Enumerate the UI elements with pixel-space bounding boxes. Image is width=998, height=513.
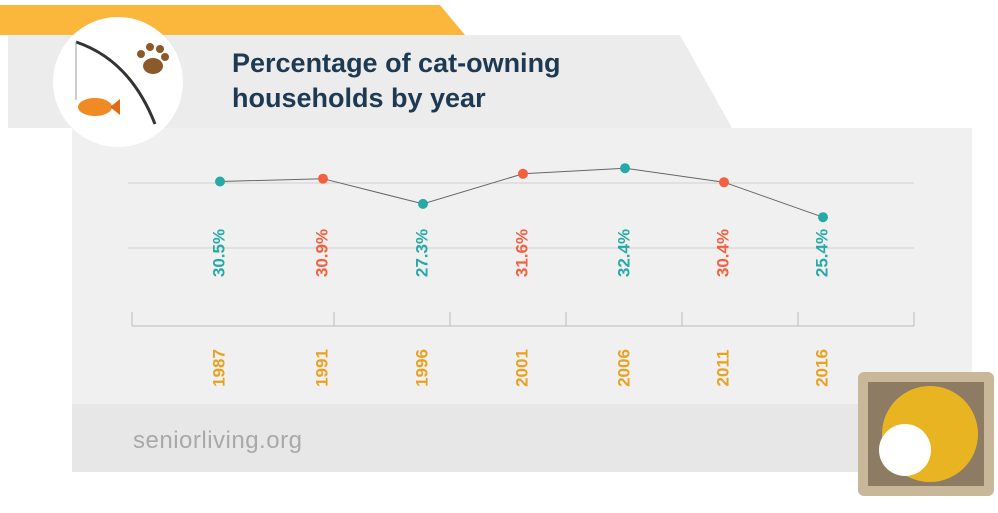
point (418, 198, 428, 209)
point (719, 177, 729, 188)
x-tick-label: 1991 (312, 349, 331, 387)
fish (78, 98, 112, 116)
data-label: 27.3% (412, 229, 431, 277)
x-tick-label: 2011 (713, 350, 732, 387)
paw (137, 43, 169, 74)
point (318, 173, 328, 184)
data-label: 30.4% (713, 229, 732, 277)
data-label: 25.4% (812, 229, 831, 277)
x-tick-label: 2006 (614, 349, 633, 387)
data-label: 30.5% (209, 229, 228, 277)
icon-circle (53, 17, 183, 147)
fish-tail (110, 99, 120, 115)
x-tick-label: 2016 (812, 349, 831, 387)
point (620, 163, 630, 174)
point (215, 176, 225, 187)
x-tick-label: 1987 (209, 349, 228, 387)
logo: seniorliving.org (133, 427, 303, 454)
data-label: 30.9% (312, 229, 331, 277)
footer-panel (72, 404, 972, 472)
fishing-rod (75, 40, 157, 125)
data-label: 31.6% (512, 229, 531, 277)
point (518, 168, 528, 179)
data-label: 32.4% (614, 229, 633, 277)
x-tick-label: 2001 (512, 349, 531, 387)
cat-belly (879, 424, 931, 476)
point (818, 212, 828, 223)
axis-dividers (131, 312, 915, 326)
x-tick-label: 1996 (412, 349, 431, 387)
chart-title: Percentage of cat-owning households by y… (232, 48, 561, 113)
banner-stripe (0, 5, 465, 35)
banner (8, 35, 732, 128)
